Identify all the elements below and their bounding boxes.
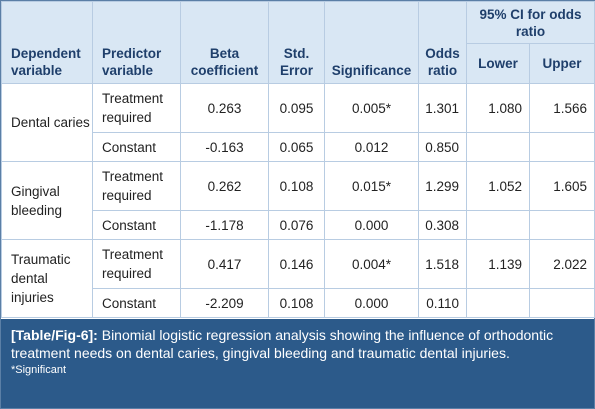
dependent-variable-cell: Gingival bleeding — [1, 161, 93, 240]
header-significance: Significance — [324, 1, 419, 84]
ci-lower-cell: 1.139 — [466, 239, 530, 289]
table-body: Dental caries Treatment required 0.263 0.09… — [1, 83, 595, 318]
predictor-cell: Constant — [92, 288, 181, 318]
odds-ratio-cell: 1.518 — [418, 239, 467, 289]
significance-cell: 0.000 — [324, 210, 419, 240]
std-error-cell: 0.095 — [268, 83, 325, 133]
table-row: Gingival bleeding Treatment required 0.262… — [1, 161, 595, 240]
significance-cell: 0.004* — [324, 239, 419, 289]
header-std-error: Std. Error — [268, 1, 325, 84]
beta-cell: 0.262 — [180, 161, 269, 211]
predictor-cell: Constant — [92, 132, 181, 162]
table-row: Constant -1.178 0.076 0.000 0.308 — [2, 210, 595, 240]
ci-lower-cell — [466, 210, 530, 240]
significance-cell: 0.015* — [324, 161, 419, 211]
header-ci-lower: Lower — [466, 43, 530, 84]
beta-cell: -0.163 — [180, 132, 269, 162]
beta-cell: 0.417 — [180, 239, 269, 289]
table-row: Constant -0.163 0.065 0.012 0.850 — [2, 132, 595, 162]
header-odds-ratio: Odds ratio — [418, 1, 467, 84]
significance-cell: 0.012 — [324, 132, 419, 162]
predictor-cell: Treatment required — [92, 83, 181, 133]
ci-lower-cell — [466, 132, 530, 162]
beta-cell: -2.209 — [180, 288, 269, 318]
std-error-cell: 0.065 — [268, 132, 325, 162]
beta-cell: -1.178 — [180, 210, 269, 240]
odds-ratio-cell: 0.850 — [418, 132, 467, 162]
dependent-variable-cell: Traumatic dental injuries — [1, 239, 93, 318]
regression-table: Dependent variable Predictor variable Be… — [1, 1, 595, 318]
table-row: Dental caries Treatment required 0.263 0.09… — [1, 83, 595, 162]
ci-lower-cell — [466, 288, 530, 318]
odds-ratio-cell: 1.301 — [418, 83, 467, 133]
table-row: Constant -2.209 0.108 0.000 0.110 — [2, 288, 595, 318]
std-error-cell: 0.108 — [268, 288, 325, 318]
header-ci: 95% CI for odds ratio — [466, 1, 595, 44]
header-ci-upper: Upper — [529, 43, 595, 84]
ci-lower-cell: 1.080 — [466, 83, 530, 133]
ci-upper-cell: 1.605 — [529, 161, 595, 211]
predictor-cell: Treatment required — [92, 161, 181, 211]
table-row: Traumatic dental injuries Treatment requi… — [1, 239, 595, 318]
header-beta-coefficient: Beta coefficient — [180, 1, 269, 84]
ci-upper-cell — [529, 210, 595, 240]
beta-cell: 0.263 — [180, 83, 269, 133]
dependent-variable-cell: Dental caries — [1, 83, 93, 162]
significance-cell: 0.005* — [324, 83, 419, 133]
header-predictor-variable: Predictor variable — [92, 1, 181, 84]
predictor-cell: Treatment required — [92, 239, 181, 289]
significance-cell: 0.000 — [324, 288, 419, 318]
predictor-cell: Constant — [92, 210, 181, 240]
header-dependent-variable: Dependent variable — [1, 1, 93, 84]
ci-upper-cell — [529, 288, 595, 318]
ci-lower-cell: 1.052 — [466, 161, 530, 211]
ci-upper-cell: 2.022 — [529, 239, 595, 289]
odds-ratio-cell: 0.110 — [418, 288, 467, 318]
caption-text: [Table/Fig-6]: Binomial logistic regress… — [11, 326, 584, 362]
caption-description: Binomial logistic regression analysis sh… — [11, 327, 554, 361]
odds-ratio-cell: 0.308 — [418, 210, 467, 240]
odds-ratio-cell: 1.299 — [418, 161, 467, 211]
std-error-cell: 0.108 — [268, 161, 325, 211]
caption-footnote: *Significant — [11, 364, 67, 376]
caption-label: [Table/Fig-6]: — [11, 327, 98, 343]
std-error-cell: 0.076 — [268, 210, 325, 240]
ci-upper-cell — [529, 132, 595, 162]
std-error-cell: 0.146 — [268, 239, 325, 289]
figure-caption: [Table/Fig-6]: Binomial logistic regress… — [1, 319, 594, 408]
ci-upper-cell: 1.566 — [529, 83, 595, 133]
